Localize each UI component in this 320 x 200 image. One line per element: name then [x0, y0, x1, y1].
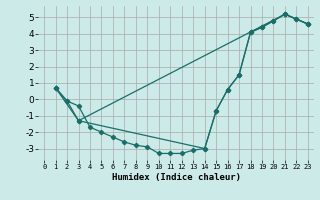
X-axis label: Humidex (Indice chaleur): Humidex (Indice chaleur)	[111, 173, 241, 182]
